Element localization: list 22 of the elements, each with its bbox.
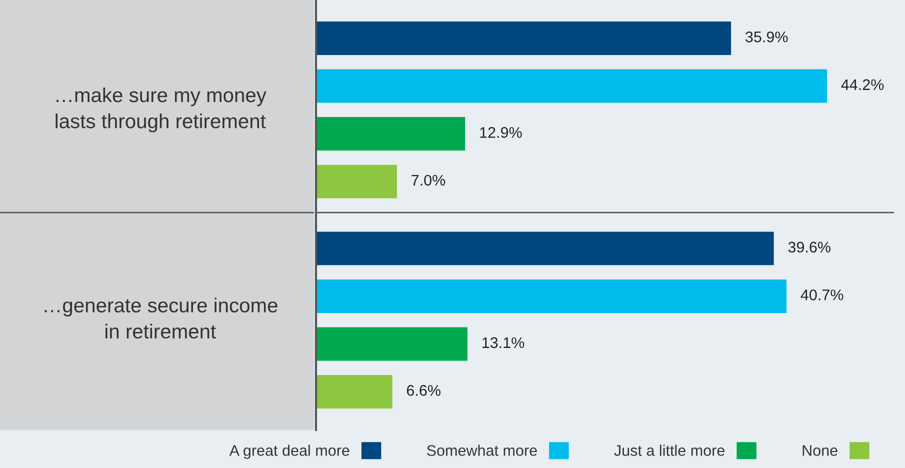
legend-label: Somewhat more — [427, 444, 537, 456]
bar — [316, 22, 732, 55]
data-label: 44.2% — [841, 79, 884, 90]
bar — [316, 327, 468, 361]
y-tick-label: …generate secure income in retirement — [44, 298, 278, 339]
y-tick-label: …make sure my money lasts through retirement — [56, 87, 266, 132]
data-label: 13.1% — [482, 337, 524, 348]
bar — [316, 164, 397, 198]
bar — [316, 117, 466, 150]
bar — [316, 69, 827, 103]
bar — [316, 375, 392, 408]
data-label: 7.0% — [412, 174, 446, 186]
data-label: 12.9% — [480, 127, 522, 138]
bar — [316, 232, 774, 266]
bar — [316, 280, 787, 313]
data-label: 35.9% — [746, 32, 788, 42]
data-label: 6.6% — [406, 385, 440, 396]
legend-label: None — [802, 445, 838, 456]
data-label: 39.6% — [788, 242, 830, 253]
data-label: 40.7% — [800, 290, 844, 300]
legend-label: A great deal more — [229, 444, 350, 459]
legend-label: Just a little more — [614, 444, 724, 456]
